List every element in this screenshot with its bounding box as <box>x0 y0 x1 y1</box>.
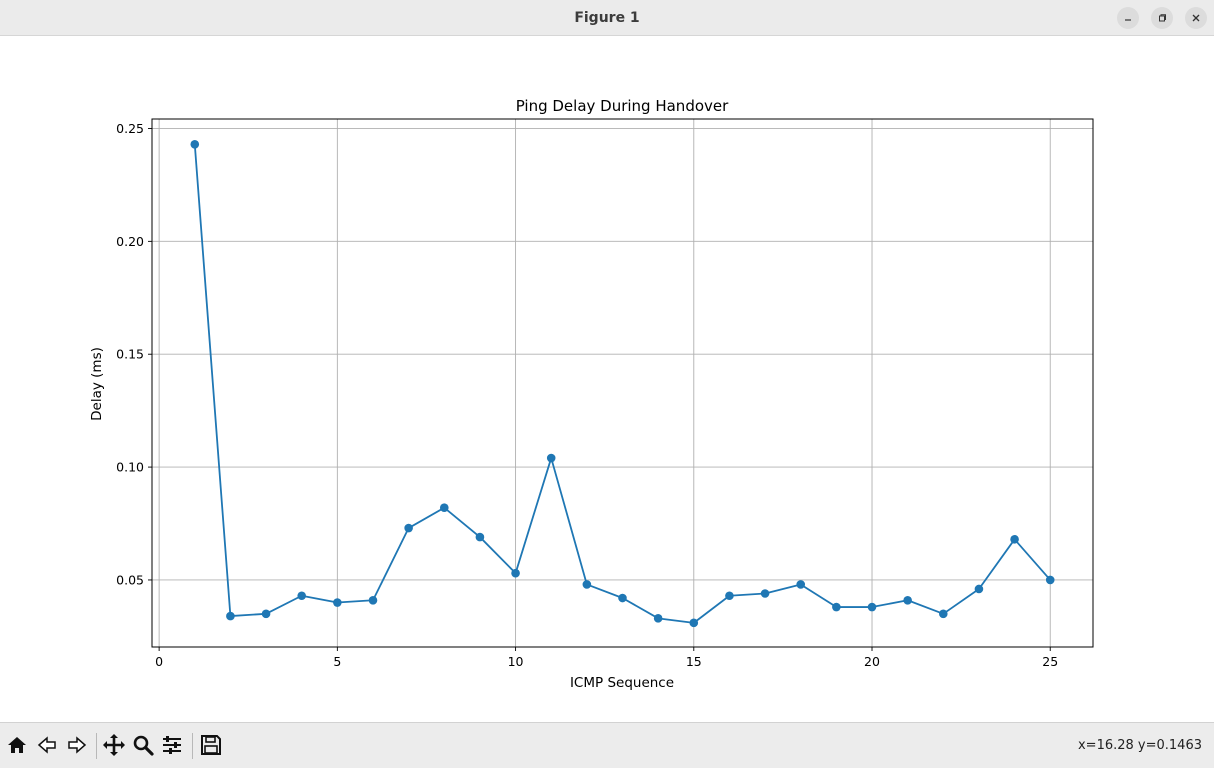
data-point <box>546 453 556 463</box>
home-icon[interactable] <box>3 731 31 759</box>
data-point <box>725 591 734 601</box>
navigation-toolbar: x=16.28 y=0.1463 <box>0 722 1214 768</box>
plot-frame <box>151 118 1094 648</box>
minimize-icon[interactable] <box>1117 7 1139 29</box>
forward-icon[interactable] <box>63 731 91 759</box>
y-tick-label: 0.20 <box>116 234 144 249</box>
data-point <box>261 609 271 619</box>
toolbar-separator <box>96 733 97 759</box>
data-point <box>511 568 520 578</box>
data-point <box>760 589 770 598</box>
save-icon[interactable] <box>197 731 225 759</box>
data-point <box>582 580 592 589</box>
cursor-coordinates: x=16.28 y=0.1463 <box>1077 738 1202 753</box>
data-point <box>653 614 663 623</box>
x-tick-label: 5 <box>333 654 341 669</box>
y-tick-label: 0.15 <box>116 347 144 362</box>
configure-subplots-icon[interactable] <box>158 731 186 759</box>
series-line <box>193 144 1051 624</box>
x-axis-label: ICMP Sequence <box>570 675 674 691</box>
x-tick-label: 20 <box>864 654 880 669</box>
back-icon[interactable] <box>33 731 61 759</box>
line-chart: 0 5 10 15 20 25 0.05 0.10 0.15 0.20 0.25 Ping Dela… <box>89 97 1094 691</box>
figure-canvas[interactable]: 0 5 10 15 20 25 0.05 0.10 0.15 0.20 0.25 Ping Dela… <box>0 37 1214 722</box>
toolbar-separator <box>192 733 193 759</box>
y-axis-label: Delay (ms) <box>89 347 105 421</box>
data-point <box>297 591 307 601</box>
x-tick-label: 0 <box>155 654 163 669</box>
data-point <box>226 611 235 621</box>
y-tick-label: 0.25 <box>116 121 144 136</box>
data-point <box>618 593 627 603</box>
zoom-icon[interactable] <box>129 731 157 759</box>
close-icon[interactable] <box>1185 7 1207 29</box>
window-title: Figure 1 <box>574 10 640 26</box>
data-point <box>974 584 984 594</box>
data-point <box>439 503 449 513</box>
data-point <box>368 595 378 605</box>
grid-layer <box>152 119 1093 647</box>
pan-icon[interactable] <box>100 731 128 759</box>
data-point <box>190 139 200 149</box>
data-point <box>832 602 841 612</box>
data-point <box>1045 575 1055 585</box>
data-point <box>404 523 413 533</box>
axes-frame <box>151 118 1094 648</box>
data-point <box>938 609 948 619</box>
maximize-icon[interactable] <box>1151 7 1173 29</box>
tick-layer: 0 5 10 15 20 25 0.05 0.10 0.15 0.20 0.25 <box>116 121 1058 669</box>
data-point <box>689 618 699 628</box>
y-tick-label: 0.05 <box>116 572 144 587</box>
series-layer <box>190 139 1055 628</box>
data-point <box>475 532 485 542</box>
data-point <box>333 598 342 607</box>
data-point <box>867 602 877 612</box>
y-tick-label: 0.10 <box>116 460 144 475</box>
x-tick-label: 10 <box>508 654 524 669</box>
x-tick-label: 25 <box>1042 654 1058 669</box>
data-point <box>903 595 912 605</box>
x-tick-label: 15 <box>686 654 702 669</box>
window-titlebar: Figure 1 <box>0 0 1214 36</box>
data-point <box>796 580 806 589</box>
chart-title: Ping Delay During Handover <box>516 97 729 115</box>
data-point <box>1010 535 1019 544</box>
